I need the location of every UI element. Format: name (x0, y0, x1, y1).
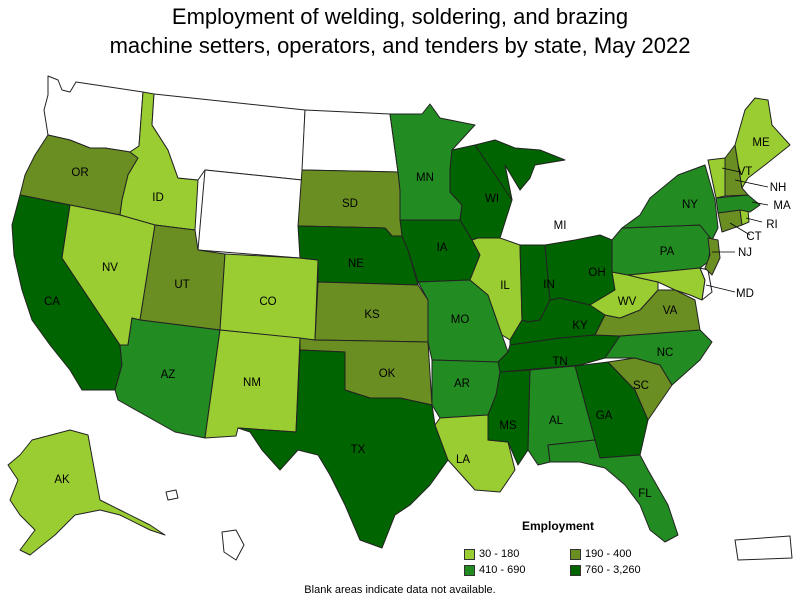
leader-ri (745, 217, 763, 223)
state-hi-main[interactable] (221, 529, 245, 561)
state-label-ks: KS (364, 309, 380, 321)
legend-swatch-3 (464, 564, 475, 576)
state-label-ok: OK (379, 368, 396, 380)
title-line-2: machine setters, operators, and tenders … (109, 33, 691, 58)
state-label-ct: CT (746, 231, 761, 243)
state-label-ut: UT (174, 279, 189, 291)
state-label-nc: NC (657, 347, 674, 359)
state-label-sc: SC (633, 380, 649, 392)
state-label-nh: NH (770, 182, 787, 194)
state-hi[interactable] (165, 489, 179, 501)
state-label-tx: TX (351, 444, 366, 456)
state-label-nj: NJ (738, 247, 752, 259)
state-ct[interactable] (717, 209, 743, 233)
footnote: Blank areas indicate data not available. (304, 584, 496, 596)
legend-item-4: 760 - 3,260 (570, 564, 676, 576)
legend-item-3: 410 - 690 (464, 564, 570, 576)
state-label-va: VA (663, 305, 678, 317)
state-nj[interactable] (704, 237, 721, 276)
state-label-nv: NV (102, 262, 118, 274)
leader-vt (721, 167, 741, 173)
state-me[interactable] (734, 97, 791, 189)
state-label-ga: GA (596, 410, 613, 422)
state-tx[interactable] (237, 349, 449, 549)
state-pr[interactable] (734, 535, 793, 561)
title-line-1: Employment of welding, soldering, and br… (171, 4, 629, 29)
leader-ma (751, 201, 769, 206)
state-label-wi: WI (485, 193, 499, 205)
state-label-mi: MI (554, 220, 567, 232)
state-label-ms: MS (499, 420, 517, 432)
state-label-ny: NY (682, 199, 698, 211)
state-label-ri: RI (766, 219, 778, 231)
legend-swatch-1 (464, 548, 475, 560)
state-label-ca: CA (44, 296, 60, 308)
state-label-oh: OH (588, 267, 605, 279)
legend-label-4: 760 - 3,260 (585, 564, 641, 576)
legend-title: Employment (522, 519, 595, 533)
state-label-nm: NM (243, 377, 261, 389)
state-label-il: IL (500, 280, 510, 292)
state-label-md: MD (736, 288, 754, 300)
state-label-pa: PA (660, 246, 675, 258)
legend-label-2: 190 - 400 (585, 548, 632, 560)
legend-swatch-2 (570, 548, 581, 560)
state-label-co: CO (259, 296, 276, 308)
leader-nh (734, 179, 769, 188)
state-mi[interactable] (474, 139, 566, 201)
legend-swatch-4 (570, 564, 581, 576)
state-label-wv: WV (618, 296, 637, 308)
state-ak[interactable] (7, 429, 166, 556)
state-label-vt: VT (738, 166, 753, 178)
state-wy[interactable] (197, 169, 303, 259)
state-label-mo: MO (451, 314, 470, 326)
state-label-mn: MN (416, 172, 434, 184)
state-label-ak: AK (54, 474, 70, 486)
legend-item-2: 190 - 400 (570, 548, 676, 560)
state-nh[interactable] (724, 144, 749, 197)
state-fl[interactable] (547, 439, 679, 543)
state-label-or: OR (71, 167, 88, 179)
state-label-al: AL (549, 415, 564, 427)
state-label-la: LA (456, 454, 470, 466)
state-label-ne: NE (348, 258, 364, 270)
state-label-id: ID (152, 192, 164, 204)
state-label-fl: FL (638, 488, 652, 500)
legend-label-1: 30 - 180 (479, 548, 520, 560)
state-mt[interactable] (151, 93, 306, 181)
legend: 30 - 180 190 - 400 410 - 690 760 - 3,260 (464, 546, 676, 578)
state-label-ia: IA (437, 242, 448, 254)
state-co[interactable] (219, 253, 319, 341)
legend-item-1: 30 - 180 (464, 548, 570, 560)
state-label-sd: SD (342, 198, 358, 210)
state-label-tn: TN (552, 356, 567, 368)
map-title: Employment of welding, soldering, and br… (0, 2, 800, 60)
leader-ct (729, 222, 751, 236)
state-label-me: ME (752, 137, 770, 149)
state-label-in: IN (543, 279, 555, 291)
state-label-ma: MA (773, 200, 791, 212)
state-label-ky: KY (572, 320, 588, 332)
state-nd[interactable] (301, 109, 399, 173)
legend-label-3: 410 - 690 (479, 564, 526, 576)
state-ma[interactable] (715, 194, 761, 214)
state-ri[interactable] (739, 209, 750, 226)
leader-md (705, 284, 736, 293)
state-label-az: AZ (161, 369, 176, 381)
state-label-ar: AR (454, 378, 470, 390)
state-ny[interactable] (621, 164, 719, 241)
state-labels: OR CA ID NV UT AZ CO NM SD NE KS OK TX MN IA MO AR LA WI IL… (44, 137, 791, 500)
